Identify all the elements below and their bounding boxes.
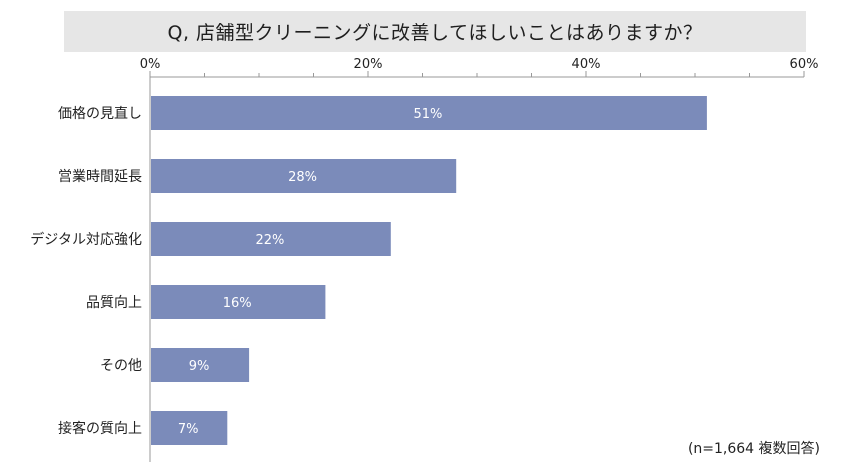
category-label: 営業時間延長 [58, 169, 142, 185]
category-label: 接客の質向上 [58, 420, 142, 437]
category-label: 価格の見直し [58, 105, 142, 122]
bar [151, 159, 457, 193]
bar [151, 222, 391, 256]
bar [151, 348, 250, 382]
data-label: 16% [223, 296, 252, 311]
chart-title: Q, 店舗型クリーニングに改善してほしいことはありますか？ [167, 22, 703, 44]
bar [151, 411, 228, 445]
chart-title-bar: Q, 店舗型クリーニングに改善してほしいことはありますか？ [64, 11, 806, 52]
category-label: その他 [100, 358, 142, 374]
data-label: 9% [189, 359, 210, 374]
bar [151, 96, 707, 130]
x-tick-label: 20% [354, 57, 383, 72]
x-tick-label: 60% [790, 57, 819, 72]
data-label: 22% [255, 233, 284, 248]
category-label: デジタル対応強化 [30, 231, 142, 248]
sample-note: (n=1,664 複数回答) [687, 441, 820, 457]
data-label: 51% [413, 107, 442, 122]
category-label: 品質向上 [86, 295, 142, 311]
bar [151, 285, 326, 319]
data-label: 7% [178, 422, 199, 437]
x-tick-label: 40% [572, 57, 601, 72]
x-tick-label: 0% [140, 57, 161, 72]
data-label: 28% [288, 170, 317, 185]
